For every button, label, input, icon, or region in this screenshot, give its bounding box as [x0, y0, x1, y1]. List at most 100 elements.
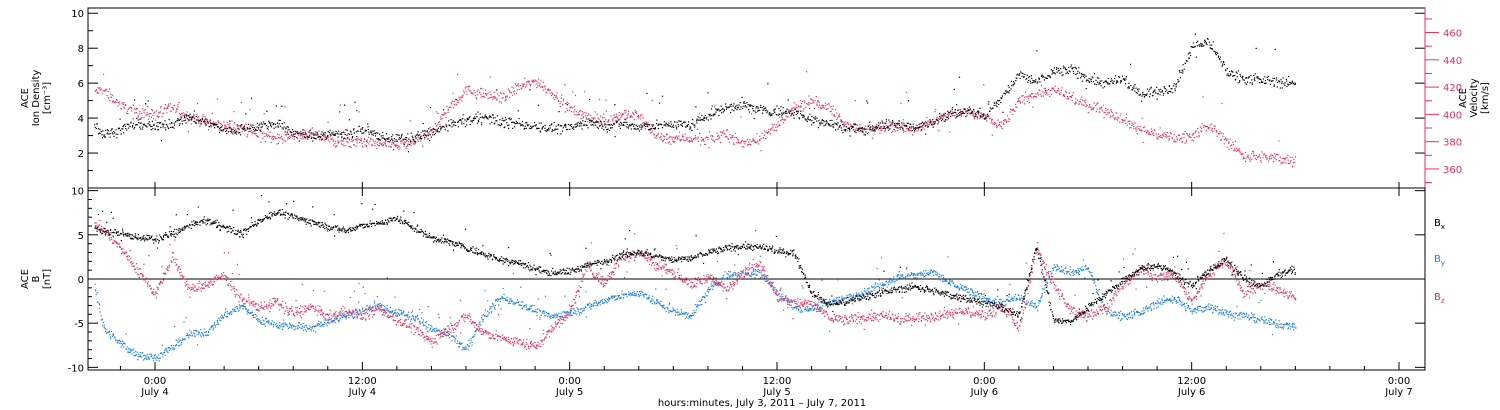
by-point-881: [551, 314, 553, 316]
density-point-796: [575, 126, 578, 128]
velocity-point-1504: [1004, 119, 1006, 121]
velocity-point-1312: [887, 129, 889, 131]
velocity-point-1454: [974, 118, 976, 120]
velocity-point-1882: [1233, 144, 1235, 146]
density-point-656: [491, 121, 493, 123]
density-point-1341: [906, 125, 908, 127]
velocity-point-1638: [1085, 106, 1087, 108]
velocity-point-1733: [1142, 141, 1144, 143]
velocity-point-1625: [1076, 99, 1079, 101]
density-point-1025: [714, 113, 716, 115]
velocity-point-1074: [744, 141, 746, 143]
by-point-752: [484, 315, 486, 317]
by-point-103: [148, 356, 150, 358]
density-point-1871: [1226, 74, 1228, 76]
density-point-906: [642, 125, 644, 127]
density-point-1729: [1139, 93, 1141, 95]
density-point-489: [390, 138, 392, 140]
velocity-point-41: [119, 101, 121, 103]
velocity-point-833: [598, 118, 600, 120]
density-point-156: [189, 116, 191, 119]
velocity-point-763: [555, 95, 557, 97]
velocity-point-1536: [1023, 99, 1025, 101]
density-point-1324: [895, 126, 897, 128]
velocity-point-1779: [1169, 131, 1172, 134]
density-point-847: [606, 131, 608, 133]
velocity-point-201: [215, 124, 217, 126]
density-point-1488: [994, 102, 996, 104]
density-point-1570: [1044, 76, 1046, 79]
velocity-point-1480: [989, 117, 991, 119]
density-point-1776: [1168, 85, 1170, 88]
density-point-408: [341, 136, 343, 138]
by-point-475: [340, 315, 343, 317]
by-point-519: [364, 309, 366, 311]
density-point-675: [503, 120, 505, 122]
velocity-point-1308: [885, 121, 888, 123]
density-point-1000: [699, 119, 701, 121]
velocity-point-274: [260, 141, 262, 143]
density-point-699: [517, 122, 519, 125]
density-point-1075: [744, 106, 746, 108]
b-axis-title-line: [nT]: [42, 269, 53, 289]
velocity-point-718: [528, 80, 531, 82]
velocity-point-1744: [1148, 132, 1150, 134]
density-point-1396: [939, 113, 941, 115]
density-point-1446: [968, 109, 970, 111]
velocity-point-1127: [776, 124, 778, 126]
density-point-858: [613, 123, 615, 126]
velocity-point-92: [150, 113, 152, 115]
velocity-point-1254: [852, 126, 854, 128]
velocity-point-517: [407, 143, 409, 145]
density-point-1036: [721, 108, 723, 111]
velocity-point-694: [514, 90, 516, 92]
density-point-1208: [824, 124, 826, 126]
density-point-981: [687, 123, 689, 126]
density-point-507: [401, 135, 403, 137]
density-point-12: [102, 130, 104, 132]
density-point-1045: [726, 107, 728, 109]
velocity-point-776: [564, 84, 566, 86]
velocity-point-39: [118, 101, 120, 103]
by-point-33: [111, 335, 114, 337]
velocity-point-693: [513, 93, 515, 95]
velocity-point-1612: [1069, 95, 1071, 98]
by-point-100: [146, 354, 148, 356]
density-point-1170: [802, 117, 804, 119]
density-point-1159: [795, 114, 797, 116]
density-point-1899: [1242, 79, 1244, 81]
density-point-728: [535, 125, 537, 127]
velocity-point-1369: [922, 126, 924, 128]
density-point-736: [539, 131, 541, 133]
by-point-501: [353, 290, 356, 292]
velocity-point-1457: [975, 111, 977, 113]
density-point-253: [247, 128, 249, 130]
density-point-1844: [1209, 47, 1211, 49]
by-point-866: [543, 311, 545, 313]
velocity-point-811: [584, 115, 586, 117]
by-point-79: [135, 351, 137, 353]
density-point-1062: [736, 104, 738, 106]
density-point-690: [512, 127, 514, 129]
velocity-point-290: [269, 131, 271, 133]
density-point-1718: [1133, 85, 1135, 87]
density-point-70: [136, 124, 138, 126]
density-point-727: [534, 125, 536, 127]
velocity-point-868: [619, 118, 621, 120]
density-point-1439: [964, 108, 966, 110]
velocity-point-1725: [1137, 125, 1139, 127]
density-point-1516: [1010, 80, 1012, 82]
by-point-622: [417, 314, 419, 316]
velocity-point-1170: [802, 100, 804, 102]
density-point-151: [185, 122, 187, 124]
density-point-69: [136, 117, 138, 119]
density-point-1020: [711, 114, 713, 117]
density-point-647: [485, 116, 487, 118]
density-point-750: [547, 127, 550, 129]
by-point-843: [531, 304, 533, 307]
by-point-47: [118, 339, 120, 341]
velocity-point-190: [209, 123, 211, 125]
velocity-point-1413: [948, 113, 950, 115]
by-point-241: [219, 319, 221, 321]
velocity-point-1366: [920, 130, 922, 132]
